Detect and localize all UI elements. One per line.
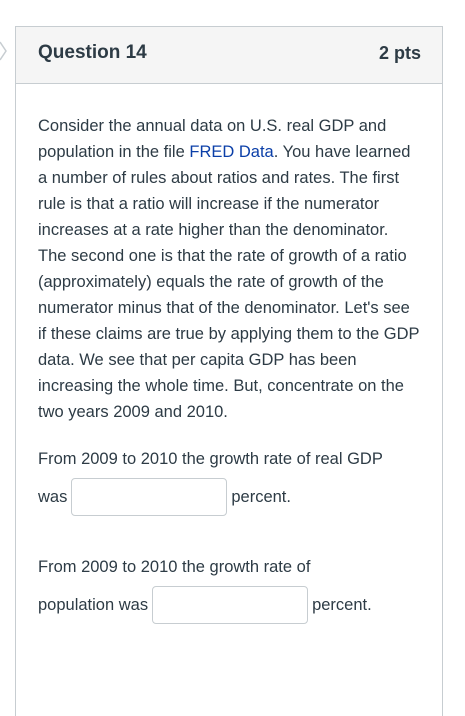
- answer-block-population: From 2009 to 2010 the growth rate of pop…: [38, 554, 420, 624]
- answer-unit-gdp: percent.: [231, 488, 291, 506]
- answer-prompt-gdp: From 2009 to 2010 the growth rate of rea…: [38, 450, 383, 468]
- question-card: Question 14 2 pts Consider the annual da…: [15, 26, 443, 716]
- answer-unit-population: percent.: [312, 596, 372, 614]
- gdp-growth-input[interactable]: [71, 478, 228, 516]
- fred-data-link[interactable]: FRED Data: [189, 143, 274, 161]
- question-text-start: Consider the annual data on U.S. real GD…: [38, 117, 387, 161]
- question-header: Question 14 2 pts: [16, 27, 442, 84]
- answer-block-gdp: From 2009 to 2010 the growth rate of rea…: [38, 446, 420, 516]
- answer-label-population: population was: [38, 596, 149, 614]
- question-title: Question 14: [38, 42, 147, 63]
- chevron-left-icon: [0, 41, 7, 61]
- answer-row-gdp: was percent.: [38, 478, 420, 516]
- question-text: Consider the annual data on U.S. real GD…: [38, 113, 420, 425]
- answer-row-population: population was percent.: [38, 586, 420, 624]
- answer-prompt-population: From 2009 to 2010 the growth rate of: [38, 558, 311, 576]
- question-text-end: . You have learned a number of rules abo…: [38, 143, 420, 421]
- question-points: 2 pts: [378, 43, 421, 63]
- question-body: Consider the annual data on U.S. real GD…: [16, 84, 442, 624]
- answer-label-gdp: was: [38, 488, 68, 506]
- population-growth-input[interactable]: [152, 586, 309, 624]
